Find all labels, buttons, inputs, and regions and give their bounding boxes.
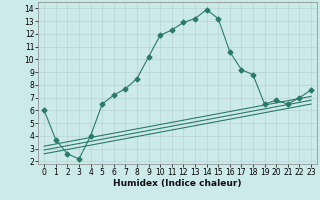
- X-axis label: Humidex (Indice chaleur): Humidex (Indice chaleur): [113, 179, 242, 188]
